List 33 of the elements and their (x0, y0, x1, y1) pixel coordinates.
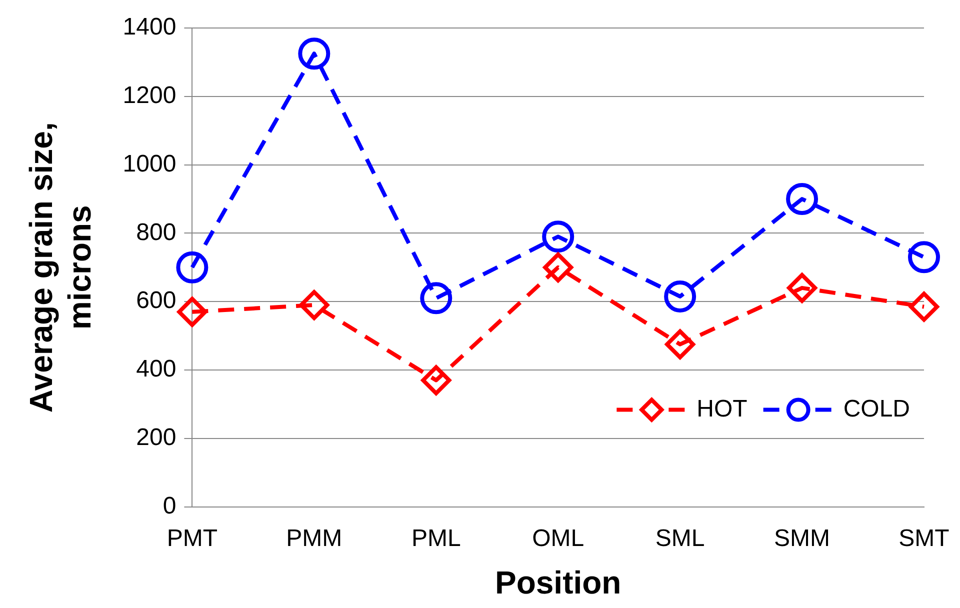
y-axis-title: Average grain size, microns (23, 122, 98, 413)
point (177, 296, 208, 327)
x-tick-label: SMM (774, 524, 830, 552)
point (908, 241, 940, 274)
point (299, 290, 330, 320)
x-tick-label: OML (532, 524, 584, 552)
x-tick-label: SML (655, 524, 705, 552)
point (421, 365, 452, 396)
x-tick-label: PMM (286, 524, 342, 552)
point (786, 183, 818, 215)
y-tick-label: 800 (136, 218, 176, 246)
legend-label: COLD (843, 395, 910, 422)
x-axis-title: Position (494, 564, 622, 601)
point (176, 251, 208, 284)
y-tick-label: 1000 (122, 150, 176, 178)
point (665, 329, 696, 360)
y-tick-label: 1400 (122, 14, 176, 41)
point (298, 38, 330, 70)
y-tick-label: 600 (136, 287, 176, 314)
point (909, 292, 939, 322)
x-tick-label: PMT (166, 524, 218, 552)
point (420, 282, 452, 314)
legend-label: HOT (696, 395, 748, 422)
y-tick-label: 200 (136, 424, 176, 452)
point (787, 272, 818, 303)
point (664, 280, 696, 312)
y-tick-label: 400 (136, 356, 176, 383)
point (542, 220, 574, 253)
point (543, 252, 574, 282)
x-tick-label: PML (411, 524, 461, 552)
y-tick-label: 1200 (122, 82, 176, 110)
y-tick-label: 0 (162, 492, 176, 520)
x-tick-label: SMT (898, 524, 950, 552)
